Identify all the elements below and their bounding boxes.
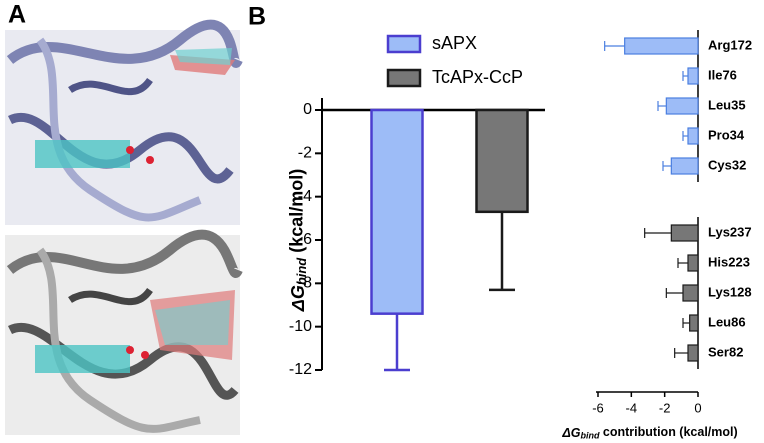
y-tick-label: -10 <box>289 318 312 335</box>
category-label: Arg172 <box>708 37 752 52</box>
x-tick-label: -6 <box>592 400 604 415</box>
x-axis-label: ΔGbind contribution (kcal/mol) <box>561 425 737 441</box>
x-tick-label: 0 <box>694 400 701 415</box>
category-label: Lys128 <box>708 284 752 299</box>
label-subscript: bind <box>294 257 309 285</box>
bar <box>670 157 699 175</box>
y-tick-label: -2 <box>298 145 312 162</box>
label-symbol: ΔG <box>288 285 308 312</box>
y-axis-label: ΔGbind (kcal/mol) <box>286 169 309 312</box>
bar <box>475 108 529 214</box>
bar <box>682 284 699 302</box>
y-tick-label: -4 <box>298 188 312 205</box>
y-tick-label: -6 <box>298 231 312 248</box>
bar <box>370 108 424 315</box>
bar <box>687 254 699 272</box>
bar <box>670 224 699 242</box>
legend-swatch <box>386 34 422 54</box>
label-unit: contribution (kcal/mol) <box>599 425 737 439</box>
bar <box>687 67 699 85</box>
category-label: His223 <box>708 254 750 269</box>
x-tick-label: -4 <box>626 400 638 415</box>
bar <box>624 37 699 55</box>
structure-image-top <box>5 19 243 225</box>
bar <box>689 314 699 332</box>
category-label: Lys237 <box>708 224 752 239</box>
y-tick-label: -8 <box>298 275 312 292</box>
x-tick-label: -2 <box>659 400 671 415</box>
category-label: Leu86 <box>708 314 746 329</box>
category-label: Cys32 <box>708 157 746 172</box>
label-symbol: ΔG <box>561 426 580 440</box>
y-tick-label: -12 <box>289 361 312 378</box>
bar <box>665 97 699 115</box>
bar <box>687 127 699 145</box>
legend-label: TcAPx-CcP <box>432 67 523 87</box>
category-label: Ile76 <box>708 67 737 82</box>
label-subscript: bind <box>580 431 599 441</box>
panel-label: A <box>8 1 26 29</box>
y-tick-label: 0 <box>303 101 312 118</box>
legend-label: sAPX <box>432 33 477 53</box>
label-unit: (kcal/mol) <box>286 169 306 258</box>
structure-image-bottom <box>5 229 243 435</box>
category-label: Leu35 <box>708 97 746 112</box>
category-label: Ser82 <box>708 344 743 359</box>
category-label: Pro34 <box>708 127 745 142</box>
bar <box>687 344 699 362</box>
panel-label: B <box>248 3 266 31</box>
legend-swatch <box>386 68 422 88</box>
